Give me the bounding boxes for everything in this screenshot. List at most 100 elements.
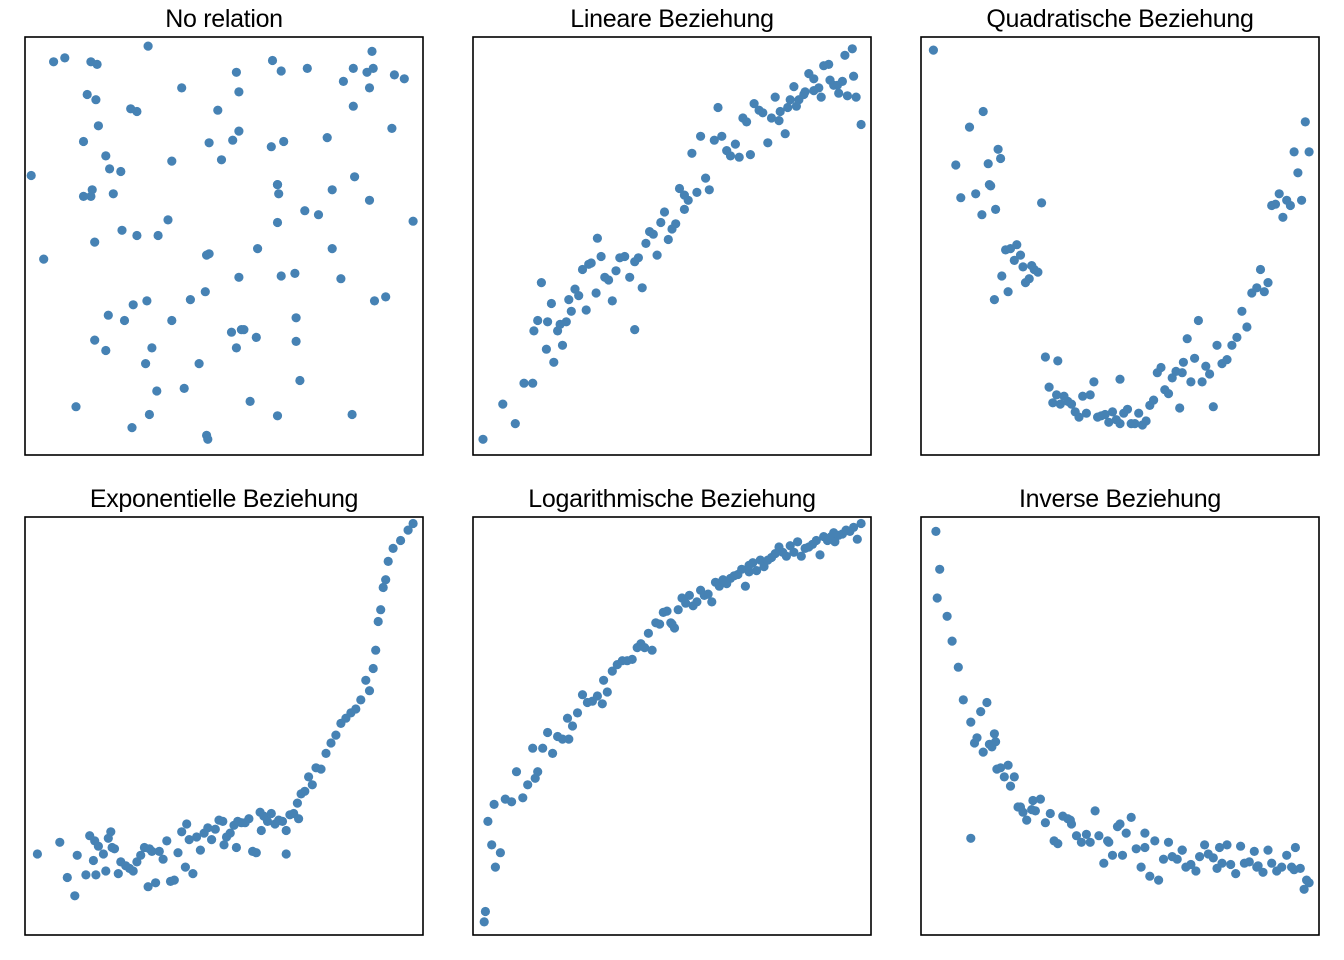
data-point <box>673 605 683 615</box>
data-point <box>1078 391 1088 401</box>
data-point <box>1018 262 1028 272</box>
data-point <box>185 295 195 305</box>
data-point <box>86 191 96 201</box>
data-point <box>592 233 602 243</box>
data-point <box>1126 812 1136 822</box>
data-point <box>300 786 310 796</box>
data-point <box>577 264 588 275</box>
data-point <box>604 275 614 285</box>
data-point <box>824 59 834 69</box>
data-point <box>396 535 406 546</box>
data-point <box>564 734 574 744</box>
data-point <box>1252 862 1262 872</box>
data-point <box>141 359 151 369</box>
data-point <box>245 396 255 406</box>
data-point <box>387 123 397 133</box>
data-point <box>1107 407 1118 417</box>
data-point <box>1186 377 1196 387</box>
scatter-panel-2: Lineare Beziehung <box>472 2 872 462</box>
data-point <box>1177 845 1187 855</box>
data-point <box>991 204 1001 214</box>
panel-title: Lineare Beziehung <box>570 5 774 33</box>
data-point <box>951 160 961 170</box>
data-point <box>1163 389 1174 399</box>
data-point <box>304 772 314 782</box>
panel-title: Inverse Beziehung <box>1019 485 1221 513</box>
data-point <box>132 230 142 241</box>
data-point <box>1100 409 1110 420</box>
data-point <box>347 409 357 420</box>
data-point <box>1012 240 1022 250</box>
data-point <box>796 551 806 561</box>
data-point <box>408 216 418 226</box>
data-point <box>216 155 227 165</box>
panel-title: No relation <box>165 5 283 33</box>
data-point <box>783 102 793 113</box>
data-point <box>326 738 336 748</box>
data-point <box>281 825 291 836</box>
data-point <box>800 87 810 97</box>
data-point <box>116 166 126 177</box>
data-point <box>1081 829 1091 839</box>
data-point <box>1274 189 1284 199</box>
data-point <box>274 189 284 199</box>
data-point <box>348 63 358 73</box>
data-point <box>313 210 324 220</box>
data-point <box>1163 837 1174 847</box>
data-point <box>659 207 670 217</box>
data-point <box>546 298 556 309</box>
data-point <box>1205 369 1215 379</box>
data-point <box>487 840 497 850</box>
data-point <box>117 225 127 235</box>
data-point <box>667 619 677 629</box>
data-point <box>745 150 755 160</box>
data-point <box>640 643 650 653</box>
data-point <box>362 67 372 77</box>
data-point <box>128 866 138 876</box>
data-point <box>55 837 65 847</box>
data-point <box>103 310 113 320</box>
data-point <box>1065 815 1075 825</box>
data-point <box>1030 806 1040 816</box>
data-point <box>498 399 508 409</box>
data-point <box>244 814 254 824</box>
data-point <box>740 581 750 591</box>
data-point <box>1263 845 1273 855</box>
data-point <box>281 849 291 859</box>
data-point <box>1117 850 1128 860</box>
data-point <box>378 582 388 593</box>
data-point <box>1227 340 1237 350</box>
data-point <box>679 190 689 200</box>
data-point <box>993 144 1003 154</box>
data-point <box>368 663 378 674</box>
data-point <box>408 518 418 529</box>
data-point <box>703 589 713 599</box>
data-point <box>1289 147 1299 157</box>
data-point <box>350 172 360 182</box>
data-point <box>1066 399 1077 409</box>
data-point <box>276 271 286 281</box>
data-point <box>1024 274 1034 284</box>
data-point <box>272 217 283 228</box>
data-point <box>167 315 177 326</box>
data-point <box>101 866 111 876</box>
data-point <box>953 662 963 672</box>
data-point <box>662 606 672 616</box>
data-point <box>144 409 154 420</box>
data-point <box>931 526 941 536</box>
data-point <box>592 691 602 701</box>
data-point <box>364 83 375 93</box>
data-point <box>239 325 249 335</box>
data-point <box>586 258 596 268</box>
data-point <box>200 287 210 297</box>
data-point <box>26 170 36 181</box>
data-point <box>483 816 493 826</box>
data-point <box>1293 168 1303 178</box>
plot-area <box>24 516 424 936</box>
data-point <box>1193 315 1203 326</box>
data-point <box>234 87 244 97</box>
data-point <box>1140 828 1150 838</box>
data-point <box>775 106 785 117</box>
data-point <box>1255 264 1266 275</box>
data-point <box>1252 283 1262 293</box>
